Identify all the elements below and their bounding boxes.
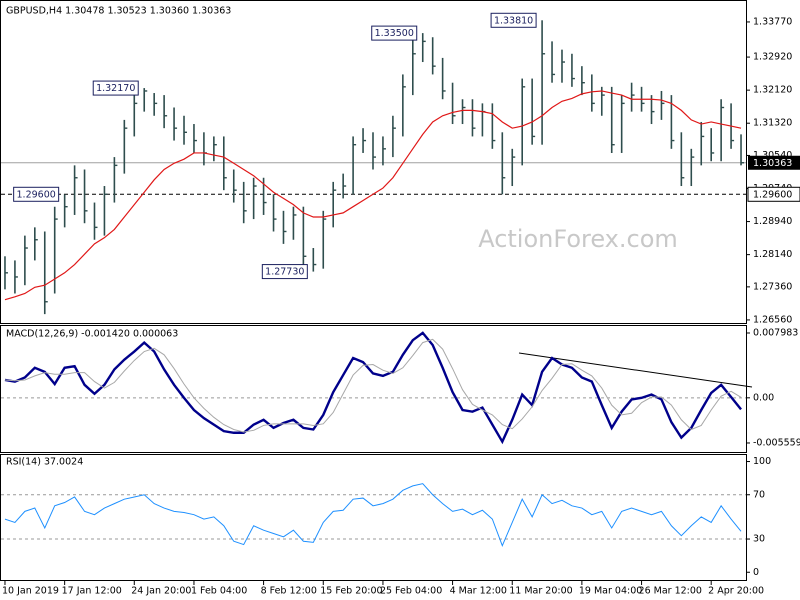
main-panel-frame	[0, 0, 747, 324]
x-tick-label: 4 Mar 12:00	[450, 586, 507, 597]
y-tick-label: 1.31320	[753, 118, 792, 129]
annotation-label: 1.33810	[494, 15, 533, 26]
annotation-label: 1.32170	[96, 83, 135, 94]
x-tick-label: 25 Feb 04:00	[380, 586, 442, 597]
watermark: ActionForex.com	[478, 225, 678, 253]
y-tick-label: 1.28940	[753, 216, 792, 227]
rsi-panel-frame	[0, 454, 747, 581]
panel-title: MACD(12,26,9) -0.001420 0.000063	[6, 329, 178, 340]
annotation-label: 1.33500	[375, 28, 414, 39]
panel-title: RSI(14) 37.0024	[6, 457, 83, 468]
x-tick-label: 24 Jan 20:00	[131, 586, 191, 597]
y-tick-label: 30	[753, 534, 765, 545]
signal-line	[4, 338, 742, 433]
x-tick-label: 8 Feb 12:00	[261, 586, 317, 597]
x-tick-label: 15 Feb 20:00	[320, 586, 382, 597]
y-tick-label: 1.32920	[753, 52, 792, 63]
y-tick-label: 1.28140	[753, 249, 792, 260]
y-tick-label: 70	[753, 489, 765, 500]
annotation-label: 1.29600	[17, 189, 56, 200]
x-tick-label: 19 Mar 04:00	[579, 586, 642, 597]
annotation-label: 1.27730	[265, 267, 304, 278]
axis-level-box	[747, 186, 800, 202]
y-tick-label: 0.007983	[753, 327, 798, 338]
moving-average	[4, 90, 742, 301]
x-tick-label: 10 Jan 2019	[2, 586, 59, 597]
last-price-label: 1.30363	[753, 158, 792, 169]
y-tick-label: 1.33770	[753, 16, 792, 27]
y-tick-label: 1.32120	[753, 85, 792, 96]
y-tick-label: 1.27360	[753, 281, 792, 292]
y-tick-label: -0.005559	[753, 437, 800, 448]
annotation-box	[490, 12, 537, 28]
annotation-box	[13, 186, 60, 202]
trend-line	[518, 352, 753, 388]
y-tick-label: 100	[753, 456, 771, 467]
annotation-box	[261, 264, 308, 280]
y-tick-label: 1.26560	[753, 314, 792, 325]
y-tick-label: 1.30540	[753, 150, 792, 161]
x-tick-label: 17 Jan 12:00	[62, 586, 122, 597]
annotation-box	[92, 80, 139, 96]
x-tick-label: 11 Mar 20:00	[509, 586, 572, 597]
axis-level-label: 1.29600	[753, 189, 792, 200]
panel-title: GBPUSD,H4 1.30478 1.30523 1.30360 1.3036…	[6, 6, 231, 17]
macd-line	[4, 331, 742, 445]
rsi-line	[4, 483, 742, 548]
annotation-box	[371, 25, 418, 41]
x-tick-label: 2 Apr 20:00	[708, 586, 764, 597]
y-tick-label: 0.00	[753, 392, 774, 403]
y-tick-label: 0	[753, 567, 759, 578]
macd-panel-frame	[0, 325, 747, 453]
last-price-box	[748, 155, 800, 170]
x-tick-label: 26 Mar 12:00	[639, 586, 702, 597]
x-tick-label: 1 Feb 04:00	[191, 586, 247, 597]
